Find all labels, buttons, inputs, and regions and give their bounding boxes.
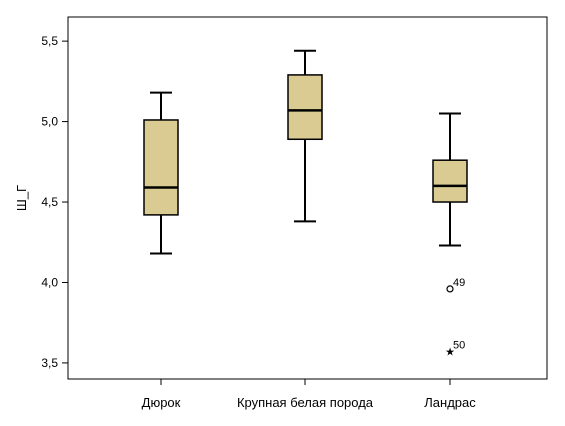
iqr-box bbox=[143, 119, 179, 216]
y-tick-label: 4,0 bbox=[41, 275, 58, 289]
outlier-label: 49 bbox=[453, 277, 465, 289]
x-category-label: Ландрас bbox=[424, 395, 476, 410]
box-3: 49 ★50 bbox=[432, 112, 468, 359]
x-axis: Дюрок Крупная белая порода Ландрас bbox=[142, 379, 476, 410]
y-tick-label: 5,5 bbox=[41, 34, 58, 48]
x-category-label: Крупная белая порода bbox=[237, 395, 374, 410]
extreme-outlier-point: ★ bbox=[445, 346, 455, 359]
box-series: 49 ★50 bbox=[143, 49, 468, 359]
plot-frame bbox=[67, 16, 548, 380]
box-1 bbox=[143, 91, 179, 255]
iqr-box bbox=[287, 74, 323, 141]
outlier-label: 50 bbox=[453, 340, 465, 352]
box-2 bbox=[287, 49, 323, 223]
y-axis-title: Ш_Г bbox=[14, 185, 29, 211]
outlier-point bbox=[446, 285, 454, 293]
y-tick-label: 5,0 bbox=[41, 115, 58, 129]
y-axis: 3,5 4,0 4,5 5,0 5,5 bbox=[41, 34, 68, 370]
iqr-box bbox=[432, 159, 468, 203]
x-category-label: Дюрок bbox=[142, 395, 181, 410]
y-tick-label: 4,5 bbox=[41, 195, 58, 209]
y-tick-label: 3,5 bbox=[41, 356, 58, 370]
